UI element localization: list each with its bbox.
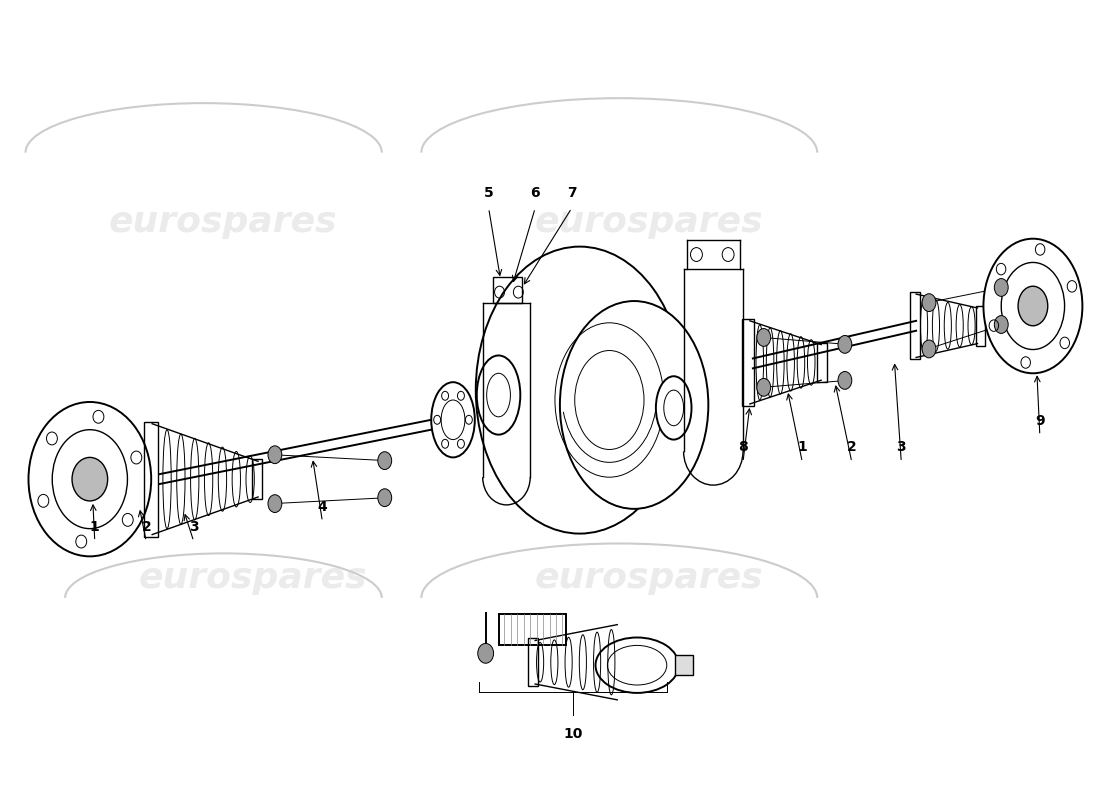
Bar [252,459,262,499]
Ellipse shape [838,371,851,390]
Text: eurospares: eurospares [109,205,338,239]
Text: eurospares: eurospares [535,561,763,595]
Text: 4: 4 [318,500,328,514]
Text: 6: 6 [530,186,540,200]
Ellipse shape [1019,286,1048,326]
Bar [674,655,693,675]
Bar [976,306,986,346]
Text: 2: 2 [142,519,151,534]
Text: 7: 7 [566,186,576,200]
Ellipse shape [838,335,851,354]
Text: 2: 2 [847,441,857,454]
Bar [817,342,827,382]
Bar [910,292,920,359]
Text: 1: 1 [798,441,807,454]
Ellipse shape [922,340,936,358]
Text: 10: 10 [563,727,582,742]
Ellipse shape [29,402,151,556]
Ellipse shape [983,238,1082,374]
Ellipse shape [268,494,282,513]
Text: 3: 3 [896,441,906,454]
Bar [493,278,522,303]
Ellipse shape [476,355,520,434]
Ellipse shape [994,278,1009,296]
Ellipse shape [268,446,282,464]
Bar [742,319,754,406]
Text: 5: 5 [484,186,494,200]
Ellipse shape [431,382,475,458]
Bar [528,638,538,686]
Text: 8: 8 [738,441,748,454]
Ellipse shape [377,452,392,470]
Text: 9: 9 [1035,414,1045,428]
Ellipse shape [757,378,771,396]
Text: eurospares: eurospares [535,205,763,239]
Bar [144,422,158,537]
Ellipse shape [477,643,494,663]
Ellipse shape [377,489,392,506]
Ellipse shape [560,301,708,509]
Ellipse shape [656,376,692,439]
Ellipse shape [476,246,683,534]
Ellipse shape [757,329,771,346]
Ellipse shape [922,294,936,311]
Text: 1: 1 [90,519,100,534]
Bar [498,614,565,646]
Text: eurospares: eurospares [139,561,367,595]
Ellipse shape [72,458,108,501]
Ellipse shape [994,316,1009,334]
Text: 3: 3 [189,519,199,534]
